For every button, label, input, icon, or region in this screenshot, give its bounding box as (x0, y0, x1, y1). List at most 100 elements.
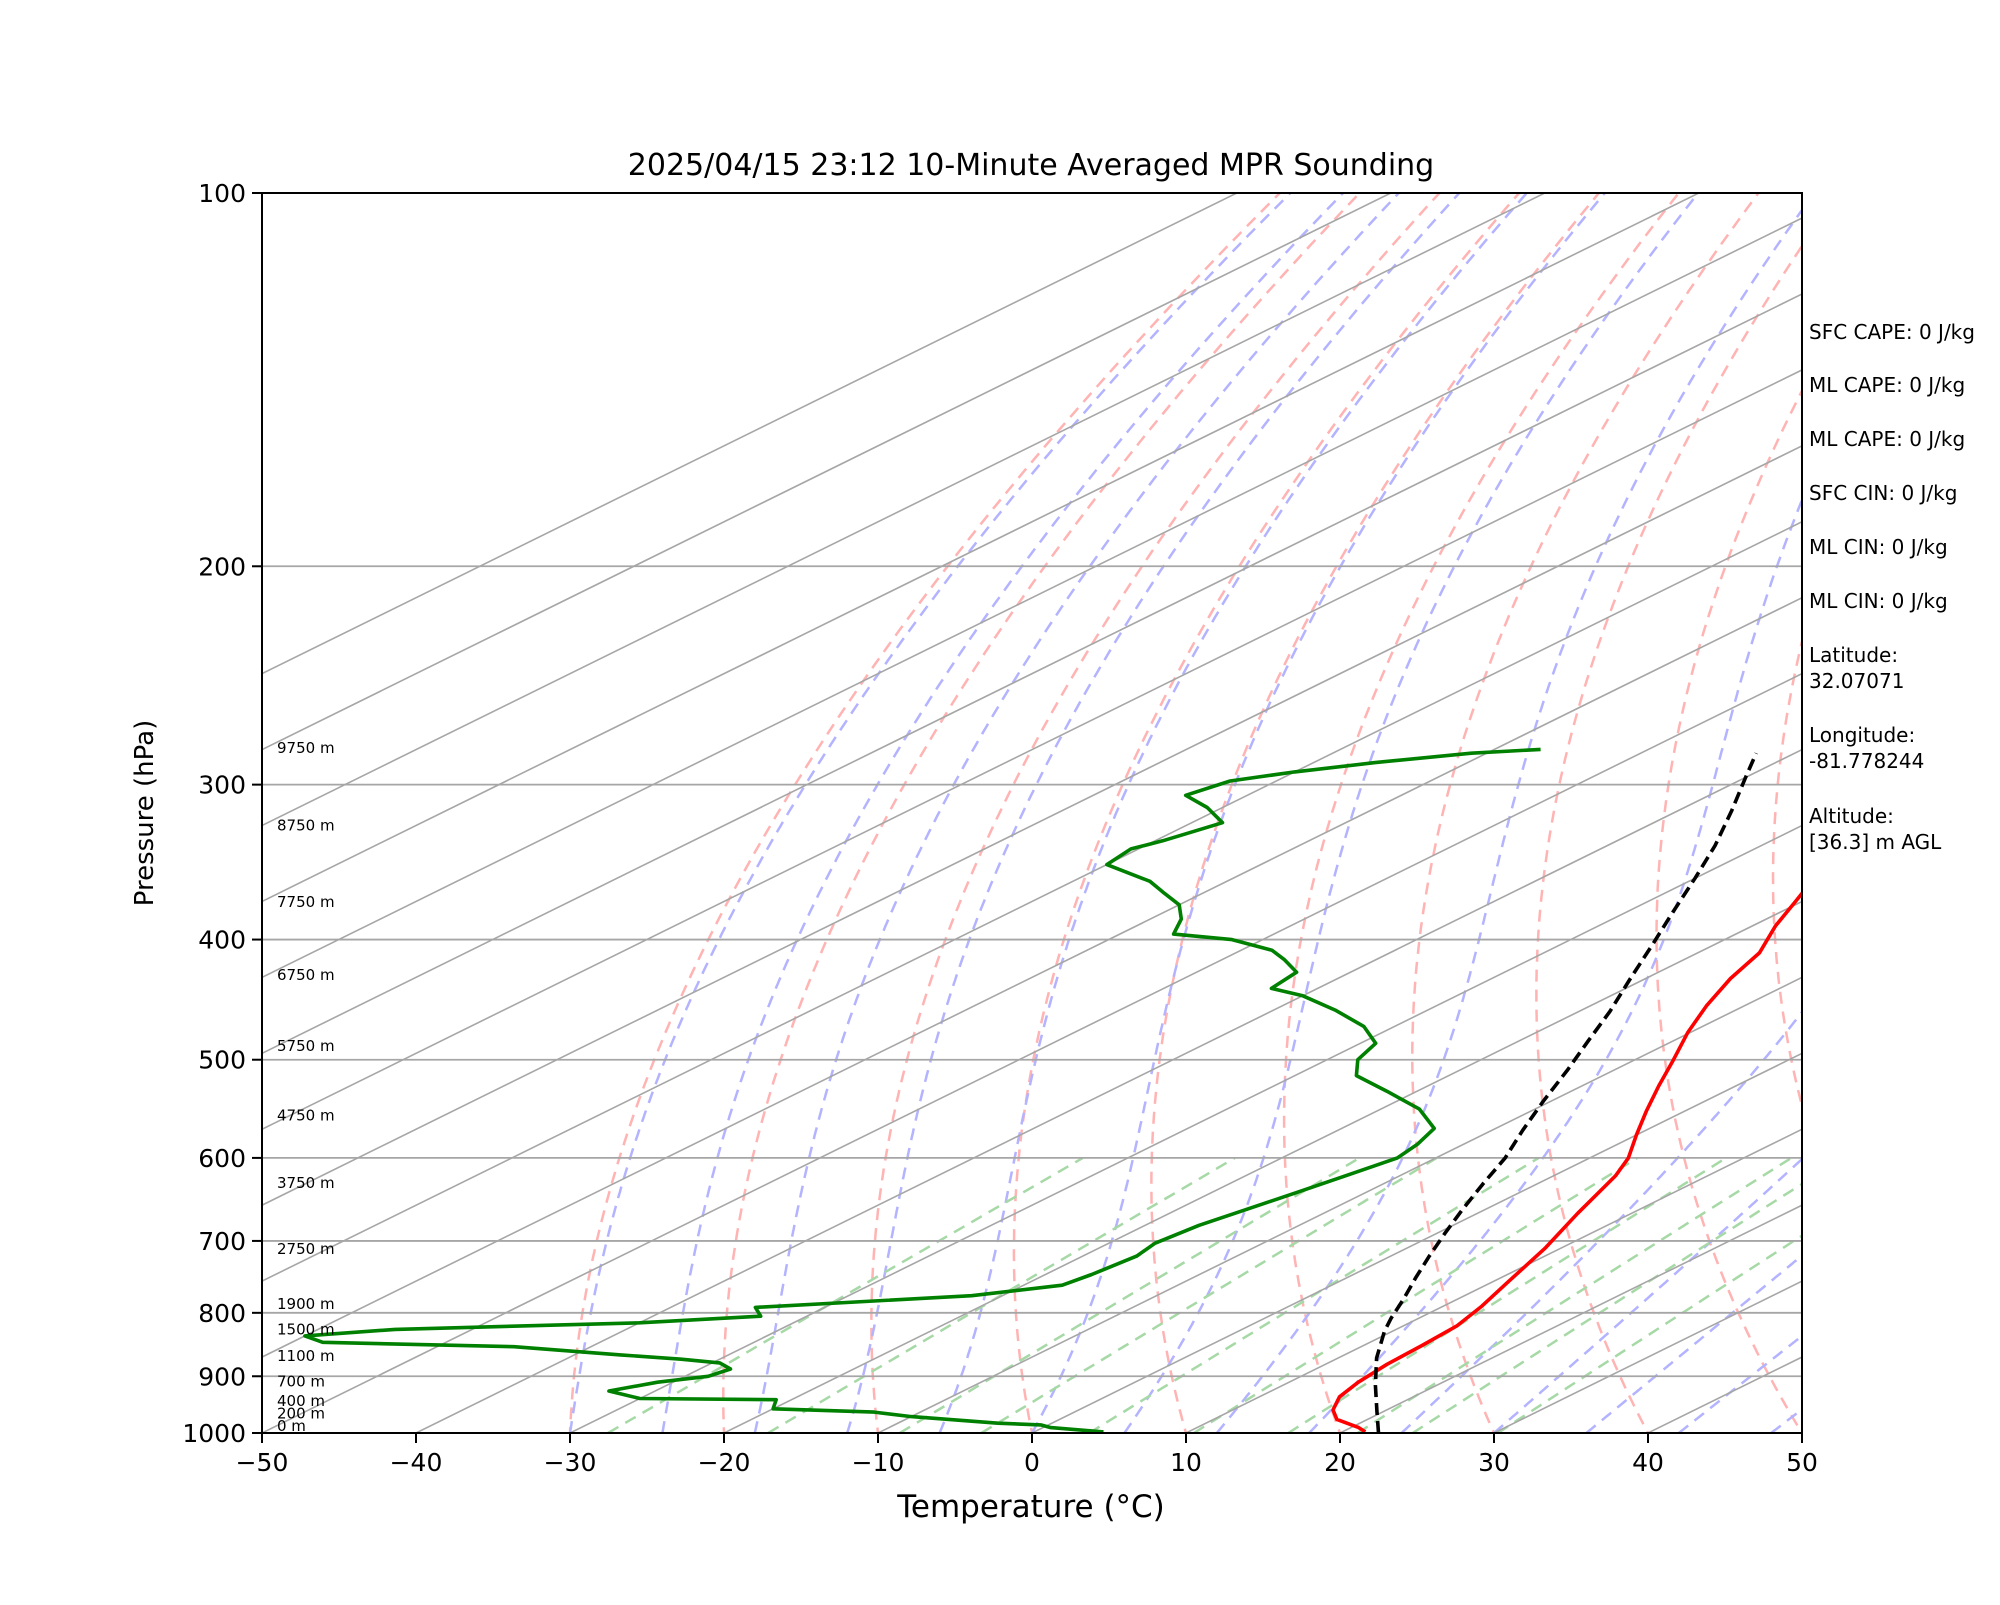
height-label: 9750 m (277, 739, 335, 757)
isotherm-line (262, 672, 1802, 1433)
x-tick-label: 50 (1786, 1448, 1818, 1477)
y-tick-label: 700 (198, 1227, 246, 1256)
x-tick-label: 10 (1170, 1448, 1202, 1477)
mixing-ratio-line (899, 1156, 1361, 1433)
moist-adiabat-line (661, 193, 1344, 1433)
moist-adiabat-line (753, 193, 1400, 1433)
longitude-value: -81.778244 (1809, 749, 1925, 773)
isotherm-line (262, 369, 1802, 1131)
isotherm-line (262, 193, 1393, 751)
x-tick-label: −30 (544, 1448, 597, 1477)
y-tick-label: 300 (198, 771, 246, 800)
dry-adiabat-line (1771, 636, 1802, 1111)
isotherm-line (414, 748, 1802, 1433)
moist-adiabat-line (1215, 207, 1802, 1433)
mixing-ratio-line (767, 1156, 1236, 1433)
sounding-series-layer (303, 747, 1802, 1433)
x-tick-label: −40 (390, 1448, 443, 1477)
isotherm-line (262, 193, 1547, 827)
x-axis-label: Temperature (°C) (896, 1489, 1165, 1525)
longitude-label: Longitude: (1809, 723, 1916, 747)
sfc-cin-stat: SFC CIN: 0 J/kg (1809, 481, 1958, 505)
temperature-line (1331, 890, 1802, 1433)
moist-adiabat-line (1678, 1334, 1802, 1433)
dewpoint-line (303, 747, 1541, 1433)
height-label: 700 m (277, 1373, 325, 1391)
height-label: 8750 m (277, 817, 335, 835)
isotherm-line (1338, 1204, 1802, 1433)
y-axis-label: Pressure (hPa) (130, 720, 160, 907)
x-tick-label: −20 (698, 1448, 751, 1477)
mixing-ratio-line (1412, 1182, 1802, 1433)
altitude-value: [36.3] m AGL (1809, 830, 1942, 854)
latitude-label: Latitude: (1809, 643, 1899, 667)
mixing-ratio-line (980, 1156, 1438, 1433)
height-label: 0 m (277, 1417, 306, 1435)
latitude-value: 32.07071 (1809, 669, 1905, 693)
x-tick-label: −50 (236, 1448, 289, 1477)
y-tick-label: 200 (198, 552, 246, 581)
isotherm-line (722, 900, 1802, 1433)
y-tick-label: 1000 (182, 1419, 246, 1448)
y-tick-label: 400 (198, 926, 246, 955)
x-tick-label: 0 (1024, 1448, 1040, 1477)
isotherm-line (1184, 1128, 1802, 1433)
height-label: 200 m (277, 1404, 325, 1422)
height-label: 4750 m (277, 1107, 335, 1125)
moist-adiabat-line (1123, 193, 1700, 1433)
ml-cape-stat-2: ML CAPE: 0 J/kg (1809, 427, 1966, 451)
chart-title: 2025/04/15 23:12 10-Minute Averaged MPR … (628, 148, 1434, 183)
height-label: 7750 m (277, 893, 335, 911)
height-label: 2750 m (277, 1240, 335, 1258)
ml-cape-stat: ML CAPE: 0 J/kg (1809, 373, 1966, 397)
height-label: 1100 m (277, 1347, 335, 1365)
height-label: 3750 m (277, 1174, 335, 1192)
dry-adiabat-line (1535, 243, 1802, 1433)
mixing-ratio-line (1497, 1234, 1802, 1433)
y-tick-label: 800 (198, 1299, 246, 1328)
dry-adiabat-line (568, 193, 1282, 1433)
dry-adiabat-line (1886, 165, 2000, 1459)
dry-adiabat-line (1150, 193, 1601, 1433)
y-tick-label: 900 (198, 1362, 246, 1391)
isotherm-line (568, 824, 1802, 1433)
moist-adiabat-line (938, 193, 1528, 1433)
dry-adiabat-line (1282, 193, 1681, 1433)
height-label: 1900 m (277, 1295, 335, 1313)
guide-lines-layer (262, 165, 2000, 1459)
mixing-ratio-line (607, 1156, 1084, 1433)
isotherm-line (262, 217, 1802, 979)
isotherm-line (262, 193, 1239, 675)
x-tick-label: −10 (852, 1448, 905, 1477)
height-label: 6750 m (277, 966, 335, 984)
parcel_profile-line (1373, 752, 1758, 1433)
sfc-cape-stat: SFC CAPE: 0 J/kg (1809, 320, 1975, 344)
x-tick-label: 30 (1478, 1448, 1510, 1477)
dry-adiabat-line (1012, 193, 1521, 1433)
height-label: 1500 m (277, 1321, 335, 1339)
moist-adiabat-line (568, 193, 1292, 1433)
x-tick-label: 40 (1632, 1448, 1664, 1477)
dry-adiabat-line (1996, 165, 2000, 1459)
dry-adiabat-line (870, 193, 1442, 1433)
y-tick-label: 500 (198, 1046, 246, 1075)
height-label: 5750 m (277, 1037, 335, 1055)
ml-cin-stat: ML CIN: 0 J/kg (1809, 535, 1948, 559)
y-tick-label: 100 (198, 179, 246, 208)
moist-adiabat-line (1030, 193, 1606, 1433)
dry-adiabat-line (1655, 388, 1802, 1433)
isotherm-line (262, 293, 1802, 1055)
isotherm-line (262, 193, 1701, 903)
altitude-label: Altitude: (1809, 804, 1894, 828)
x-tick-label: 20 (1324, 1448, 1356, 1477)
mixing-ratio-line (1193, 1156, 1638, 1433)
isotherm-line (1646, 1356, 1802, 1433)
y-tick-label: 600 (198, 1144, 246, 1173)
isotherm-line (262, 444, 1802, 1207)
moist-adiabat-line (845, 193, 1461, 1433)
isotherm-line (262, 596, 1802, 1358)
axis-ticks-layer: −50 −40 −30 −20 −10 0 10 20 30 40 50 100 200 300 400 50… (182, 179, 1818, 1477)
height-label: 400 m (277, 1392, 325, 1410)
